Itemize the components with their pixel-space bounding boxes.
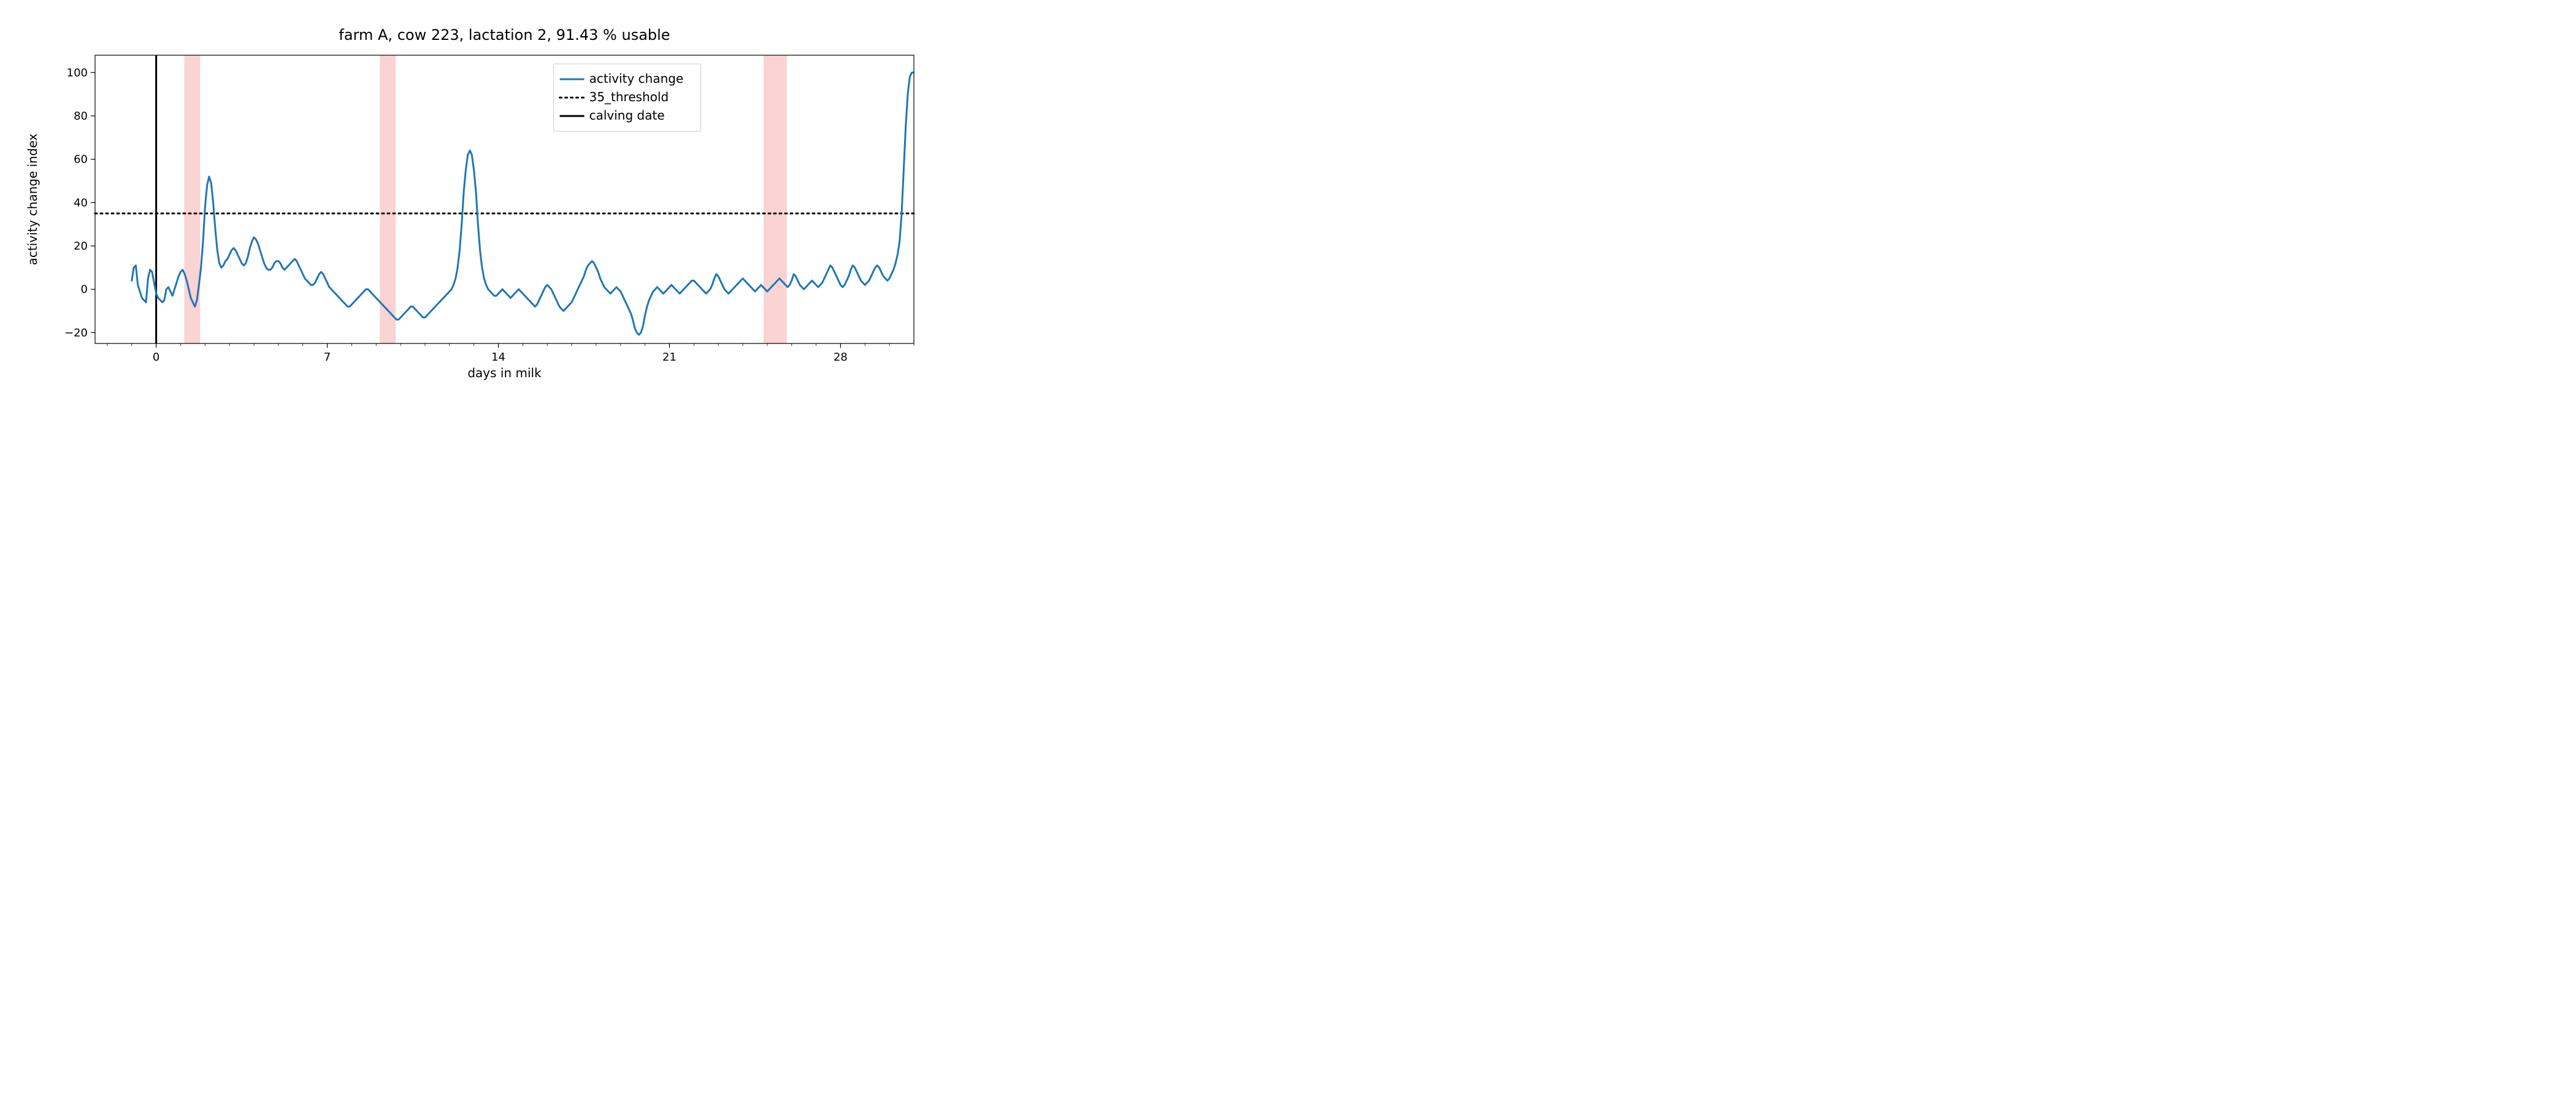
highlight-band-2	[764, 55, 787, 343]
chart-container: 0 7 14 21 28 −20 0 20 40 60 80 100 days in milk activ…	[0, 0, 942, 404]
xtick-label: 0	[153, 351, 159, 364]
legend-label: 35_threshold	[589, 90, 669, 104]
ytick-label: 0	[81, 283, 88, 296]
x-axis-label: days in milk	[467, 366, 542, 380]
ytick-label: 80	[74, 110, 88, 123]
legend-label: activity change	[589, 71, 684, 86]
activity-chart: 0 7 14 21 28 −20 0 20 40 60 80 100 days in milk activ…	[0, 0, 942, 404]
ytick-label: 20	[74, 240, 88, 253]
legend-label: calving date	[589, 108, 665, 123]
ytick-label: 40	[74, 196, 88, 209]
y-axis-label: activity change index	[25, 133, 40, 265]
xtick-label: 28	[834, 351, 848, 364]
chart-title: farm A, cow 223, lactation 2, 91.43 % us…	[339, 26, 670, 44]
ytick-label: −20	[64, 326, 88, 339]
legend: activity change 35_thresholdcalving date	[554, 64, 701, 131]
plot-bg	[95, 55, 914, 343]
xtick-label: 21	[662, 351, 677, 364]
xtick-label: 7	[324, 351, 331, 364]
xtick-label: 14	[491, 351, 505, 364]
highlight-band-1	[380, 55, 396, 343]
ytick-label: 100	[67, 66, 88, 79]
ytick-label: 60	[74, 153, 88, 166]
